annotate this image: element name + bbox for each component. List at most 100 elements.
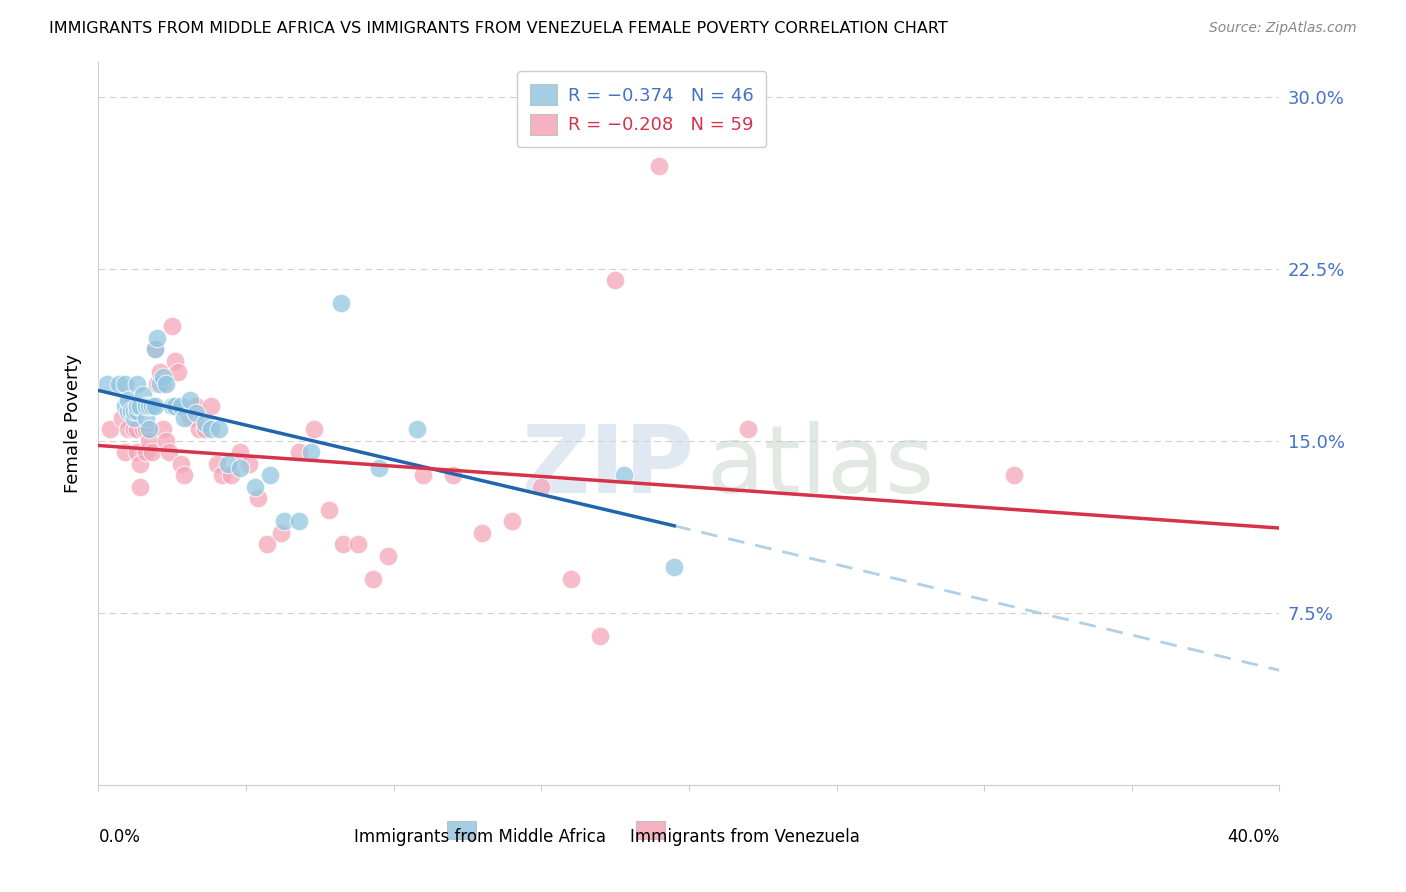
FancyBboxPatch shape [636, 821, 665, 839]
Point [167, 365, 190, 379]
Point [184, 406, 207, 420]
Point [288, 514, 311, 528]
Point [122, 411, 145, 425]
Point [138, 422, 160, 436]
Point [135, 411, 157, 425]
Point [152, 422, 174, 436]
Point [377, 549, 399, 563]
Point [194, 416, 217, 430]
Point [141, 400, 163, 414]
Point [114, 376, 136, 391]
Point [125, 400, 148, 414]
Point [368, 461, 391, 475]
Point [128, 480, 150, 494]
Point [125, 422, 148, 436]
Point [128, 400, 150, 414]
Point [117, 392, 139, 407]
Point [157, 445, 180, 459]
Point [270, 525, 292, 540]
Point [184, 400, 207, 414]
Point [162, 400, 183, 414]
Point [221, 468, 243, 483]
Point [211, 468, 233, 483]
Point [138, 400, 160, 414]
Text: 0.0%: 0.0% [98, 829, 141, 847]
Point [170, 457, 193, 471]
Point [229, 461, 252, 475]
Point [149, 376, 172, 391]
Point [273, 514, 295, 528]
Point [152, 369, 174, 384]
Point [114, 400, 136, 414]
Point [256, 537, 278, 551]
Point [146, 376, 169, 391]
Point [318, 502, 340, 516]
Point [347, 537, 370, 551]
Point [179, 411, 201, 425]
Point [205, 457, 228, 471]
Point [471, 525, 494, 540]
Point [108, 376, 131, 391]
Point [122, 404, 145, 418]
Text: IMMIGRANTS FROM MIDDLE AFRICA VS IMMIGRANTS FROM VENEZUELA FEMALE POVERTY CORREL: IMMIGRANTS FROM MIDDLE AFRICA VS IMMIGRA… [49, 21, 948, 36]
Legend: R = −0.374   N = 46, R = −0.208   N = 59: R = −0.374 N = 46, R = −0.208 N = 59 [517, 71, 766, 147]
Point [238, 457, 260, 471]
Point [125, 404, 148, 418]
Point [114, 445, 136, 459]
Point [132, 400, 155, 414]
Point [141, 445, 163, 459]
Point [441, 468, 464, 483]
Point [143, 342, 166, 356]
Point [200, 422, 222, 436]
Point [146, 331, 169, 345]
Point [120, 404, 142, 418]
Point [217, 457, 239, 471]
Point [111, 411, 134, 425]
Point [152, 376, 174, 391]
Point [664, 560, 686, 574]
Point [332, 537, 354, 551]
Point [299, 445, 322, 459]
Point [132, 422, 155, 436]
Text: Immigrants from Venezuela: Immigrants from Venezuela [630, 829, 859, 847]
Text: Source: ZipAtlas.com: Source: ZipAtlas.com [1209, 21, 1357, 35]
Point [128, 457, 150, 471]
Point [173, 468, 195, 483]
Point [122, 422, 145, 436]
Point [302, 422, 325, 436]
Point [187, 422, 209, 436]
Point [173, 411, 195, 425]
Point [589, 629, 612, 643]
Point [288, 445, 311, 459]
Text: 40.0%: 40.0% [1227, 829, 1279, 847]
Point [165, 400, 187, 414]
Point [135, 422, 157, 436]
Point [179, 392, 201, 407]
Point [149, 365, 172, 379]
Point [200, 400, 222, 414]
Point [155, 434, 177, 448]
Point [125, 445, 148, 459]
Point [530, 480, 553, 494]
Point [132, 388, 155, 402]
Point [412, 468, 434, 483]
Text: Immigrants from Middle Africa: Immigrants from Middle Africa [354, 829, 606, 847]
Point [1002, 468, 1025, 483]
Point [560, 572, 582, 586]
Point [155, 376, 177, 391]
Point [648, 159, 671, 173]
Point [361, 572, 384, 586]
Point [194, 422, 217, 436]
Point [135, 445, 157, 459]
Point [143, 342, 166, 356]
Point [165, 353, 187, 368]
Point [138, 434, 160, 448]
Y-axis label: Female Poverty: Female Poverty [63, 354, 82, 493]
Point [737, 422, 759, 436]
Point [406, 422, 429, 436]
Point [501, 514, 523, 528]
Point [246, 491, 269, 506]
Point [98, 422, 121, 436]
Text: atlas: atlas [707, 421, 935, 513]
Point [96, 376, 118, 391]
